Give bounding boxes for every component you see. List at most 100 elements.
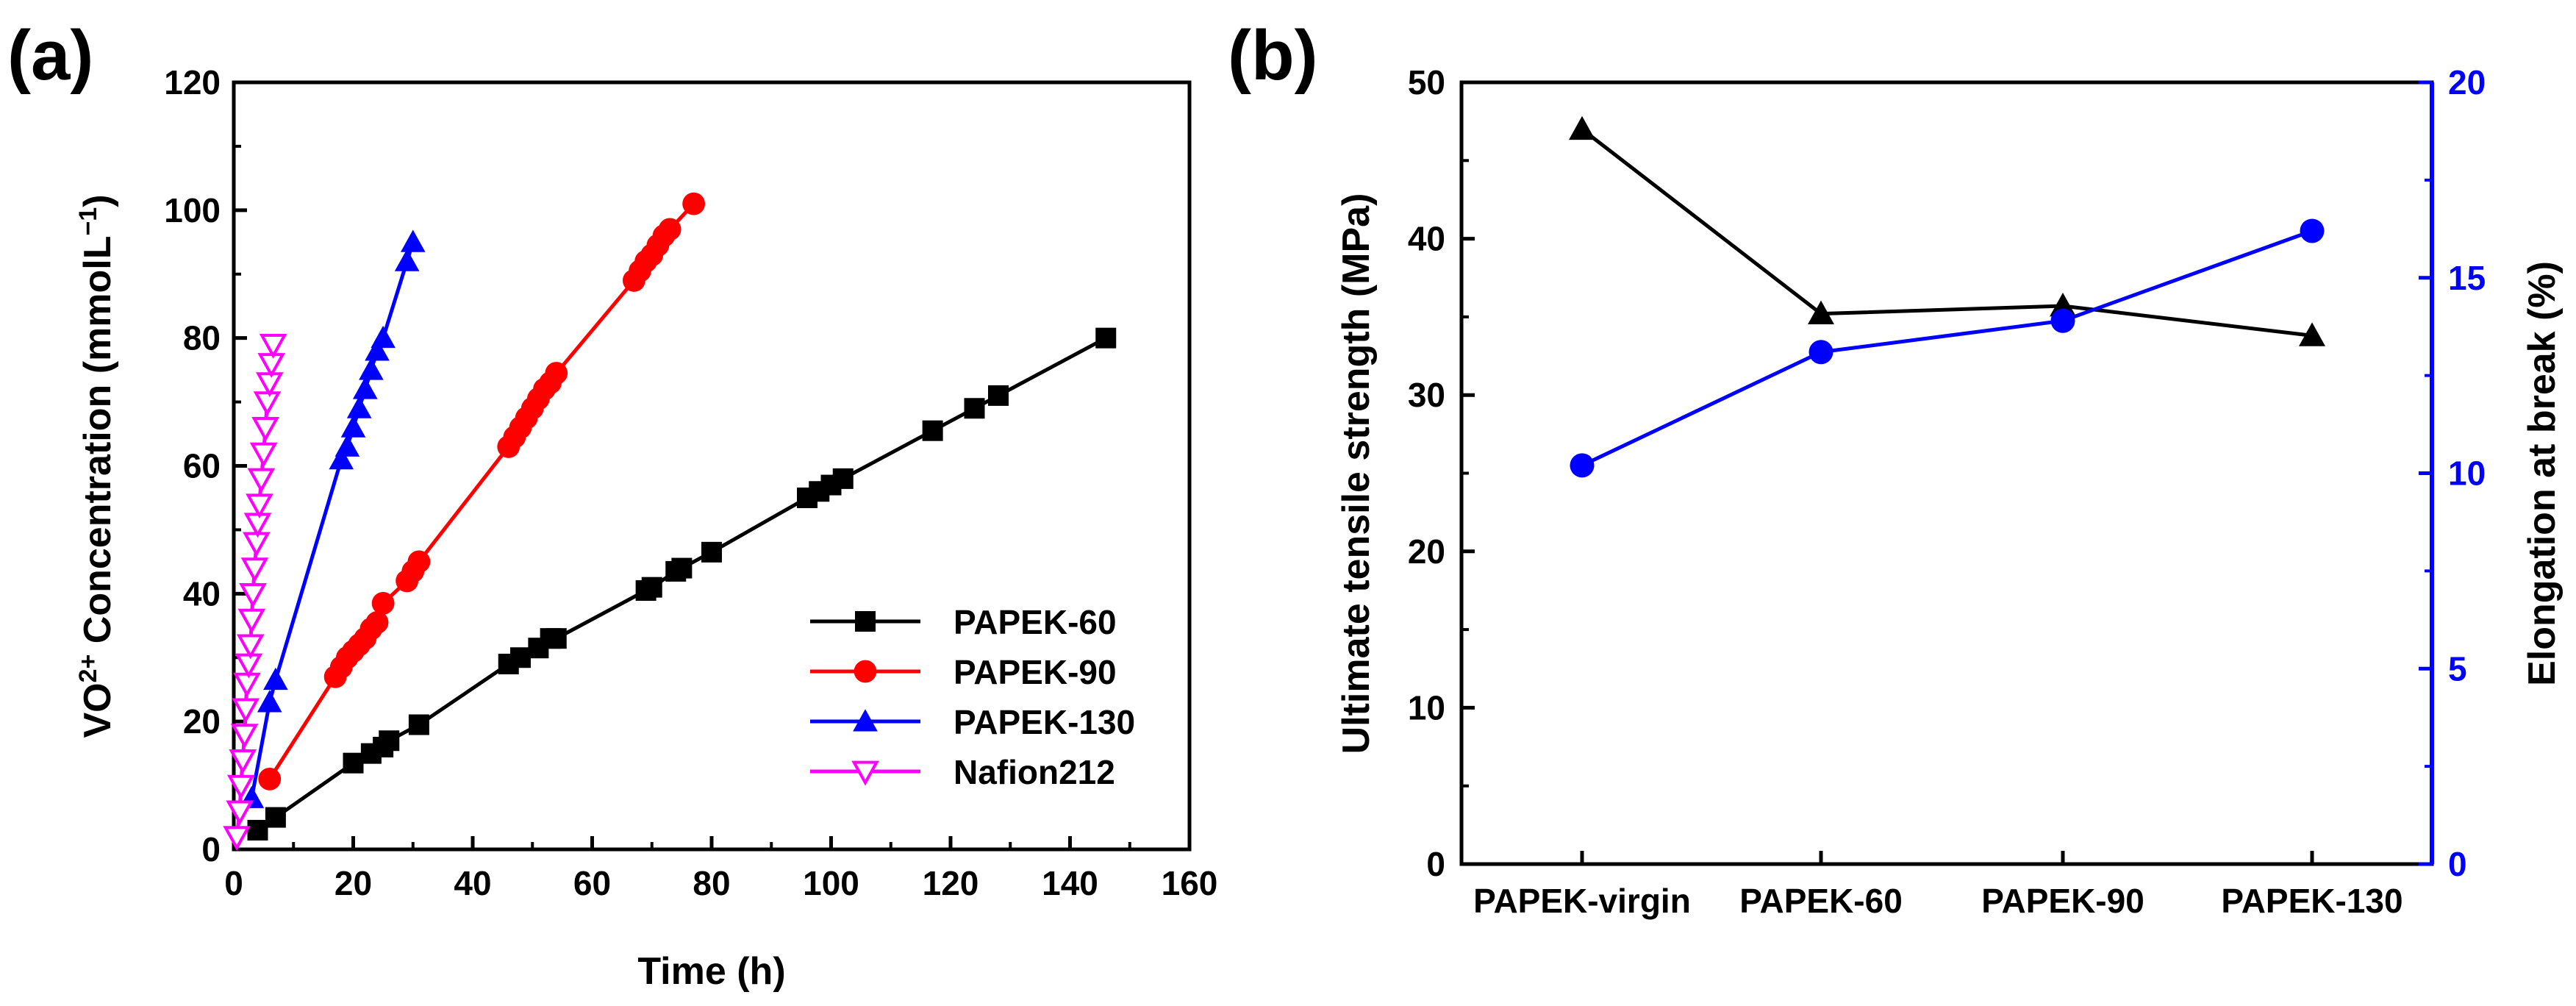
chart-b-left-y-tick-label: 0 (1426, 845, 1445, 883)
chart-a-x-tick-label: 120 (923, 864, 979, 902)
data-point-papek-90 (658, 218, 681, 241)
legend-marker-papek-60 (855, 611, 876, 632)
data-point-papek-60 (832, 468, 854, 489)
chart-b-x-tick-label: PAPEK-130 (2221, 882, 2403, 920)
data-point-papek-90 (258, 767, 282, 791)
data-point-ultimate-tensile-strength (1569, 115, 1595, 140)
y-title-superscript-unit: −1 (74, 207, 102, 236)
data-point-papek-130 (257, 690, 282, 713)
chart-a-x-tick-label: 140 (1042, 864, 1098, 902)
data-point-nafion212 (246, 493, 273, 519)
data-point-nafion212 (237, 608, 266, 634)
data-point-ultimate-tensile-strength (2050, 293, 2076, 317)
data-point-nafion212 (229, 749, 257, 774)
chart-a: 0 20 40 60 80 100 120 140 160 0 20 40 60 80 100 120 Tim… (74, 63, 1217, 993)
data-point-nafion212 (239, 583, 267, 608)
panel-label-a: (a) (7, 16, 93, 95)
chart-a-y-tick-label: 20 (183, 702, 221, 741)
chart-a-y-tick-label: 0 (201, 830, 221, 868)
chart-b-right-y-tick-label: 20 (2448, 63, 2486, 101)
chart-b-left-y-tick-label: 50 (1408, 63, 1445, 101)
chart-a-series (223, 192, 1117, 852)
chart-b-plot-frame (1459, 80, 2434, 866)
y-title-superscript-charge: 2+ (74, 654, 102, 683)
chart-b-right-y-tick-label: 10 (2448, 454, 2486, 493)
data-point-nafion212 (235, 653, 263, 679)
chart-a-y-axis-title: VO2+ Concentration (mmolL−1) (74, 194, 119, 738)
chart-b-left-y-tick-label: 30 (1408, 376, 1445, 414)
chart-b-ticks: 0 10 20 30 40 50 0 5 10 15 20 PAPEK-virgin PAPEK-60 P… (1408, 63, 2486, 920)
data-point-papek-60 (988, 385, 1009, 406)
data-point-elongation-at-break (1570, 453, 1595, 478)
data-point-nafion212 (240, 557, 269, 583)
data-point-nafion212 (233, 672, 261, 698)
chart-b-right-y-tick-label: 15 (2448, 259, 2486, 297)
data-point-papek-60 (1095, 327, 1117, 349)
legend-label-papek-90: PAPEK-90 (954, 653, 1117, 691)
data-point-papek-130 (329, 447, 354, 470)
chart-a-y-tick-label: 80 (183, 319, 221, 357)
chart-a-x-tick-label: 40 (454, 864, 491, 902)
data-point-papek-60 (247, 819, 268, 841)
data-point-nafion212 (230, 724, 259, 749)
data-point-nafion212 (247, 468, 276, 493)
y-title-part-concentration: Concentration (mmolL (76, 236, 119, 654)
series-line-ultimate-tensile-strength (1581, 127, 2313, 338)
chart-a-y-tick-label: 40 (183, 574, 221, 613)
data-point-papek-130 (352, 377, 378, 399)
data-point-papek-60 (671, 557, 693, 579)
data-point-nafion212 (257, 353, 285, 378)
chart-a-x-tick-label: 20 (334, 864, 372, 902)
data-point-elongation-at-break (2050, 308, 2075, 333)
series-line-nafion212 (235, 344, 276, 837)
chart-b-left-y-axis-title: Ultimate tensile strength (MPa) (1335, 193, 1378, 754)
data-point-nafion212 (226, 800, 254, 826)
data-point-nafion212 (249, 442, 278, 468)
chart-a-x-tick-label: 60 (573, 864, 611, 902)
legend-label-nafion212: Nafion212 (954, 753, 1115, 791)
data-point-papek-90 (682, 192, 706, 215)
chart-a-x-tick-label: 0 (224, 864, 243, 902)
data-point-papek-60 (408, 714, 429, 735)
chart-b-left-y-tick-label: 20 (1408, 532, 1445, 571)
legend-marker-papek-90 (854, 660, 877, 683)
data-point-papek-60 (379, 730, 400, 752)
data-point-papek-90 (407, 550, 431, 574)
chart-b-series (1569, 115, 2325, 478)
chart-b-x-tick-label: PAPEK-90 (1981, 882, 2144, 920)
chart-b-right-y-tick-label: 5 (2448, 649, 2467, 688)
data-point-papek-60 (701, 541, 722, 563)
chart-b-right-y-axis-title: Elongation at break (%) (2521, 261, 2564, 686)
legend-marker-papek-130 (853, 709, 878, 732)
data-point-nafion212 (236, 634, 265, 660)
y-title-part-close: ) (76, 194, 119, 207)
chart-a-x-axis-title: Time (h) (637, 950, 785, 993)
data-point-papek-130 (365, 338, 390, 361)
data-point-elongation-at-break (2300, 218, 2325, 243)
chart-a-y-tick-label: 60 (183, 447, 221, 485)
data-point-papek-90 (545, 362, 568, 385)
data-point-nafion212 (259, 334, 287, 359)
data-point-nafion212 (243, 513, 272, 538)
data-point-nafion212 (226, 774, 255, 800)
data-point-papek-90 (371, 591, 395, 615)
data-point-papek-60 (545, 628, 567, 649)
data-point-papek-60 (641, 577, 662, 598)
data-point-papek-130 (394, 249, 420, 271)
data-point-papek-130 (346, 396, 372, 418)
data-point-nafion212 (253, 391, 282, 417)
chart-a-y-tick-label: 100 (164, 191, 221, 229)
data-point-papek-130 (400, 229, 426, 252)
data-point-papek-60 (265, 807, 286, 828)
chart-a-x-tick-label: 160 (1162, 864, 1218, 902)
chart-a-x-tick-label: 80 (693, 864, 730, 902)
data-point-nafion212 (243, 532, 271, 557)
legend-label-papek-130: PAPEK-130 (954, 703, 1135, 741)
legend-marker-nafion212 (851, 760, 879, 786)
y-title-part-vo: VO (76, 682, 119, 738)
data-point-papek-60 (964, 398, 985, 419)
chart-b-right-y-tick-label: 0 (2448, 845, 2467, 883)
chart-b: 0 10 20 30 40 50 0 5 10 15 20 PAPEK-virgin PAPEK-60 P… (1335, 63, 2564, 920)
chart-a-x-tick-label: 100 (803, 864, 859, 902)
panel-label-b: (b) (1228, 16, 1318, 95)
